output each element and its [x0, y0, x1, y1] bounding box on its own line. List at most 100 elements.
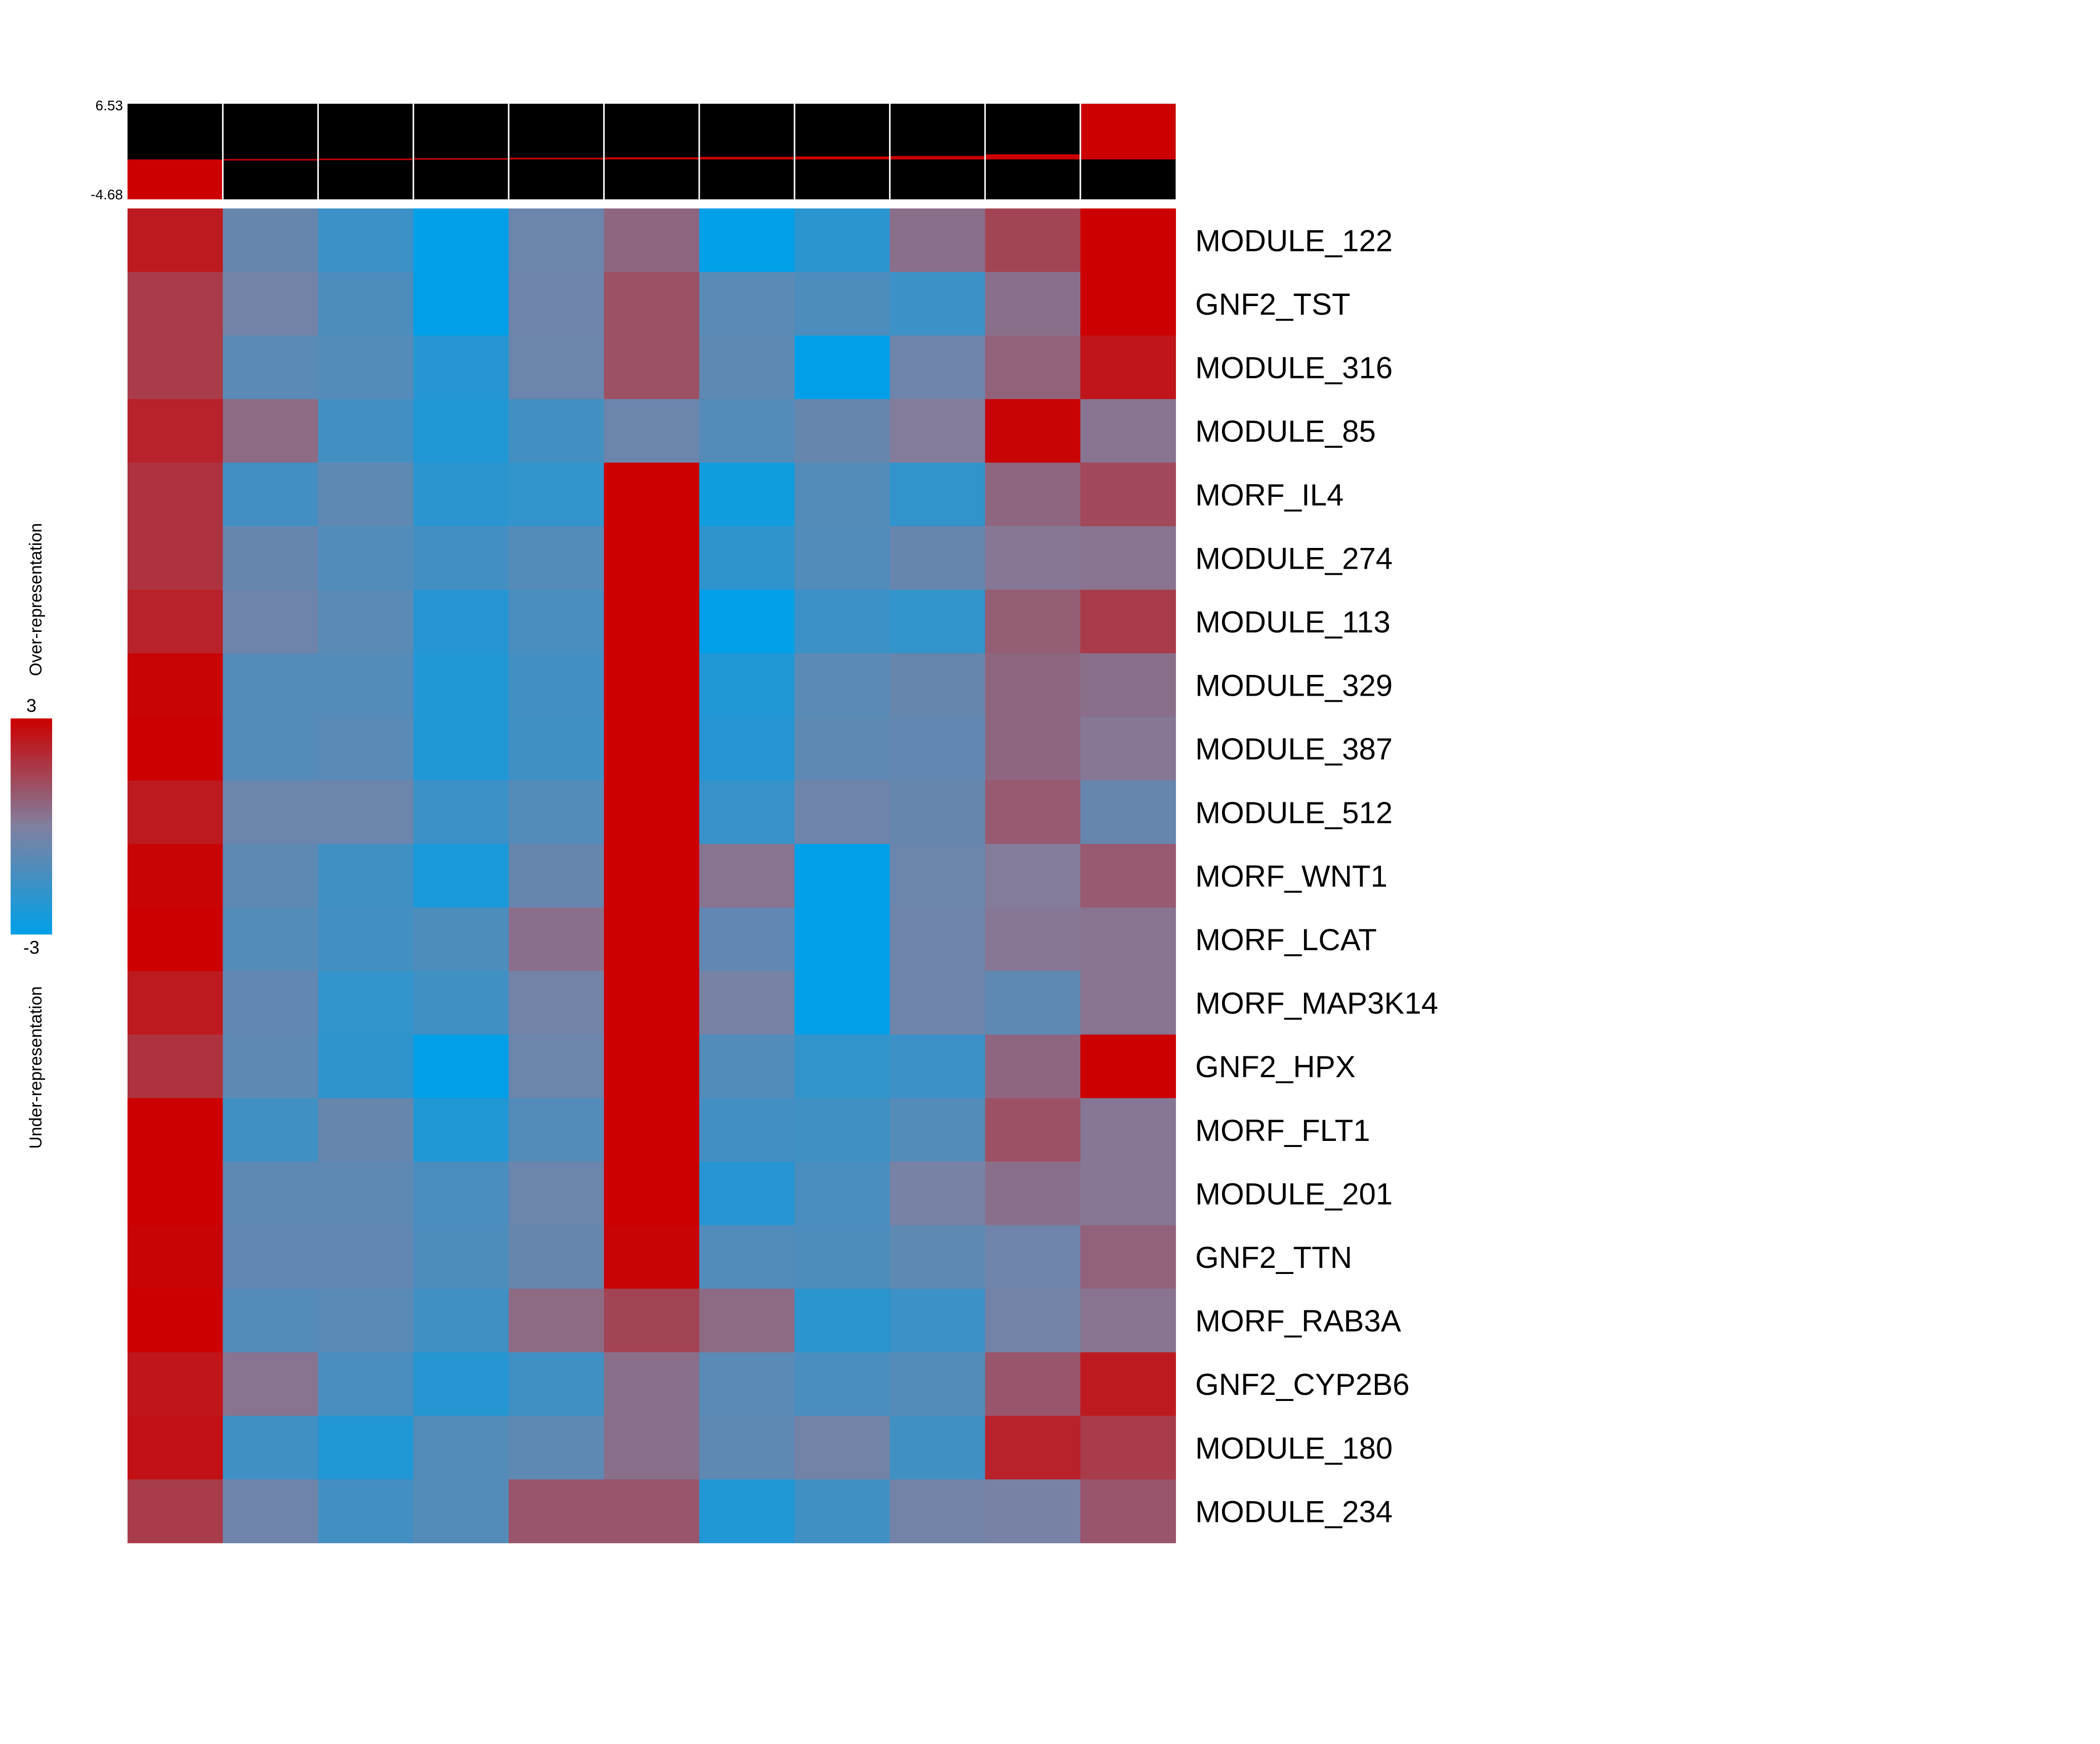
heatmap-cell — [985, 1352, 1081, 1416]
heatmap-cell — [985, 653, 1081, 717]
heatmap-cell — [699, 462, 795, 527]
heatmap-cell — [223, 462, 319, 527]
top-bar-min-label: -4.68 — [91, 187, 123, 202]
heatmap-cell — [509, 208, 605, 273]
heatmap-cell — [985, 208, 1081, 273]
heatmap-cell — [699, 1352, 795, 1416]
row-label: MORF_WNT1 — [1195, 859, 1388, 893]
heatmap-cell — [699, 780, 795, 844]
heatmap-cell — [128, 1352, 223, 1416]
heatmap-cell — [509, 907, 605, 971]
heatmap-cell — [985, 971, 1081, 1035]
heatmap-cell — [985, 462, 1081, 527]
heatmap-cell — [223, 1225, 319, 1289]
row-labels: MODULE_122 GNF2_TST MODULE_316 MODULE_85 MOR… — [1195, 224, 1438, 1528]
heatmap-cell — [223, 1352, 319, 1416]
heatmap-cell — [128, 1416, 223, 1480]
heatmap-cell — [794, 526, 890, 590]
heatmap-cell — [318, 716, 414, 781]
heatmap-cell — [413, 844, 509, 908]
heatmap-cell — [1080, 1416, 1176, 1480]
heatmap-cell — [699, 844, 795, 908]
heatmap-cell — [318, 208, 414, 273]
heatmap-cell — [794, 1162, 890, 1226]
heatmap-cell — [128, 1479, 223, 1544]
heatmap-cell — [699, 653, 795, 717]
heatmap-cell — [1080, 399, 1176, 463]
heatmap-cell — [413, 1416, 509, 1480]
heatmap-cell — [413, 1162, 509, 1226]
heatmap-cell — [1080, 653, 1176, 717]
top-bar-cell — [699, 104, 795, 199]
heatmap-cell — [890, 1416, 986, 1480]
heatmap-cell — [699, 1416, 795, 1480]
heatmap-cell — [699, 1034, 795, 1098]
heatmap-cell — [604, 907, 700, 971]
heatmap-cell — [985, 907, 1081, 971]
heatmap-cell — [128, 1289, 223, 1353]
top-bar-cell — [985, 104, 1080, 199]
heatmap-cell — [890, 1162, 986, 1226]
row-label: MODULE_201 — [1195, 1177, 1393, 1211]
heatmap-cell — [509, 716, 605, 781]
color-scale-bar — [11, 718, 52, 934]
heatmap-cell — [985, 272, 1081, 336]
heatmap-cell — [318, 1034, 414, 1098]
heatmap-cell — [1080, 1289, 1176, 1353]
heatmap-cell — [890, 844, 986, 908]
top-bar-cell — [413, 104, 509, 199]
legend-min-label: -3 — [23, 937, 39, 958]
heatmap-cell — [223, 1162, 319, 1226]
heatmap-cell — [604, 1479, 700, 1544]
heatmap-cell — [318, 907, 414, 971]
heatmap-cell — [985, 780, 1081, 844]
heatmap-cell — [604, 1225, 700, 1289]
heatmap-cell — [985, 1479, 1081, 1544]
heatmap-cell — [985, 1098, 1081, 1162]
heatmap-cell — [509, 1034, 605, 1098]
row-label: MODULE_113 — [1195, 605, 1391, 639]
heatmap-cell — [128, 526, 223, 590]
heatmap-cell — [604, 272, 700, 336]
heatmap-cell — [1080, 526, 1176, 590]
heatmap-cell — [223, 780, 319, 844]
heatmap-cell — [128, 907, 223, 971]
heatmap-cell — [890, 1098, 986, 1162]
heatmap-cell — [985, 1225, 1081, 1289]
heatmap-cell — [318, 335, 414, 400]
heatmap-cell — [318, 1352, 414, 1416]
heatmap-cell — [413, 907, 509, 971]
heatmap-cell — [128, 1162, 223, 1226]
heatmap-cell — [223, 1416, 319, 1480]
heatmap-cell — [890, 907, 986, 971]
heatmap-cell — [128, 1225, 223, 1289]
row-label: MORF_RAB3A — [1195, 1304, 1401, 1338]
heatmap-cell — [699, 272, 795, 336]
heatmap-cell — [413, 1479, 509, 1544]
heatmap-cell — [128, 335, 223, 400]
heatmap-cell — [509, 780, 605, 844]
heatmap-cell — [890, 1479, 986, 1544]
heatmap-cell — [890, 589, 986, 654]
heatmap-cell — [604, 399, 700, 463]
legend-under-label: Under-representation — [26, 986, 46, 1149]
heatmap-cell — [128, 653, 223, 717]
heatmap-cell — [509, 1416, 605, 1480]
heatmap-cell — [223, 589, 319, 654]
heatmap-cell — [985, 1416, 1081, 1480]
row-label: MODULE_274 — [1195, 541, 1393, 575]
heatmap-cell — [604, 1098, 700, 1162]
heatmap-cell — [223, 844, 319, 908]
heatmap-cell — [223, 335, 319, 400]
row-label: MORF_FLT1 — [1195, 1114, 1370, 1147]
row-label: MODULE_329 — [1195, 669, 1393, 703]
heatmap-cell — [890, 526, 986, 590]
heatmap-cell — [128, 208, 223, 273]
heatmap-cell — [223, 716, 319, 781]
heatmap-cell — [794, 1416, 890, 1480]
heatmap-cell — [604, 208, 700, 273]
heatmap-cell — [1080, 1352, 1176, 1416]
heatmap-cell — [794, 780, 890, 844]
heatmap-cell — [223, 208, 319, 273]
